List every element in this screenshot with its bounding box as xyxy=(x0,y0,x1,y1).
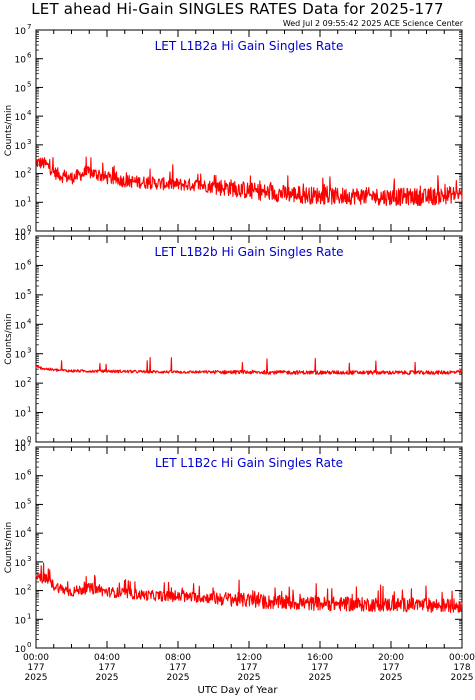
y-tick-exponent: 0 xyxy=(27,435,31,443)
x-tick-label: 12:00 xyxy=(236,653,262,663)
x-tick-label: 177 xyxy=(27,663,44,673)
x-tick-label: 2025 xyxy=(25,673,48,683)
y-tick-exponent: 0 xyxy=(27,641,31,649)
timestamp-label: Wed Jul 2 09:55:42 2025 ACE Science Cent… xyxy=(282,19,463,28)
x-tick-label: 177 xyxy=(169,663,186,673)
x-tick-label: 177 xyxy=(98,663,115,673)
y-tick-label: 10 xyxy=(15,559,27,569)
x-tick-label: 2025 xyxy=(238,673,261,683)
x-tick-label: 20:00 xyxy=(378,653,404,663)
y-tick-label: 10 xyxy=(15,56,27,66)
x-tick-label: 178 xyxy=(453,663,470,673)
y-tick-label: 10 xyxy=(15,444,27,454)
y-tick-exponent: 4 xyxy=(27,526,32,534)
panel-frame xyxy=(35,235,463,443)
y-tick-exponent: 5 xyxy=(27,80,31,88)
y-tick-exponent: 7 xyxy=(27,23,31,31)
data-series-line xyxy=(35,357,463,376)
x-tick-label: 177 xyxy=(240,663,257,673)
x-tick-label: 2025 xyxy=(380,673,403,683)
y-tick-label: 10 xyxy=(15,380,27,390)
x-tick-label: 08:00 xyxy=(165,653,191,663)
y-tick-exponent: 3 xyxy=(27,555,31,563)
y-tick-exponent: 2 xyxy=(27,584,31,592)
x-tick-label: 2025 xyxy=(96,673,119,683)
y-tick-label: 10 xyxy=(15,84,27,94)
x-tick-label: 2025 xyxy=(309,673,332,683)
y-tick-label: 10 xyxy=(15,321,27,331)
y-tick-label: 10 xyxy=(15,588,27,598)
y-tick-exponent: 1 xyxy=(27,195,31,203)
panel-title: LET L1B2a Hi Gain Singles Rate xyxy=(155,39,344,53)
y-tick-exponent: 1 xyxy=(27,406,31,414)
x-tick-label: 2025 xyxy=(451,673,474,683)
y-tick-exponent: 2 xyxy=(27,167,31,175)
y-tick-exponent: 4 xyxy=(27,109,32,117)
y-axis-label: Counts/min xyxy=(4,313,14,364)
y-tick-exponent: 5 xyxy=(27,497,31,505)
x-tick-label: 177 xyxy=(311,663,328,673)
y-tick-exponent: 3 xyxy=(27,138,31,146)
chart-title: LET ahead Hi-Gain SINGLES RATES Data for… xyxy=(31,0,444,18)
x-tick-label: 2025 xyxy=(167,673,190,683)
y-tick-label: 10 xyxy=(15,262,27,272)
y-tick-label: 10 xyxy=(15,113,27,123)
y-tick-label: 10 xyxy=(15,616,27,626)
y-tick-exponent: 0 xyxy=(27,224,31,232)
y-tick-exponent: 6 xyxy=(27,469,32,477)
data-series-line xyxy=(35,156,463,207)
x-tick-label: 00:00 xyxy=(449,653,475,663)
y-tick-label: 10 xyxy=(15,439,27,449)
y-tick-label: 10 xyxy=(15,199,27,209)
y-tick-exponent: 2 xyxy=(27,376,31,384)
y-tick-label: 10 xyxy=(15,27,27,37)
y-tick-label: 10 xyxy=(15,501,27,511)
panel-frame xyxy=(35,446,463,649)
y-tick-label: 10 xyxy=(15,351,27,361)
y-tick-exponent: 7 xyxy=(27,229,31,237)
y-tick-label: 10 xyxy=(15,473,27,483)
x-tick-label: 00:00 xyxy=(23,653,49,663)
y-axis-label: Counts/min xyxy=(4,522,14,573)
data-series-line xyxy=(35,562,463,614)
x-tick-label: 16:00 xyxy=(307,653,333,663)
y-tick-label: 10 xyxy=(15,645,27,655)
y-tick-label: 10 xyxy=(15,233,27,243)
x-tick-label: 04:00 xyxy=(94,653,120,663)
y-tick-exponent: 6 xyxy=(27,258,32,266)
y-tick-exponent: 5 xyxy=(27,288,31,296)
x-tick-label: 177 xyxy=(382,663,399,673)
y-axis-label: Counts/min xyxy=(4,105,14,156)
y-tick-exponent: 3 xyxy=(27,347,31,355)
panel-title: LET L1B2c Hi Gain Singles Rate xyxy=(155,456,343,470)
y-tick-label: 10 xyxy=(15,410,27,420)
y-tick-label: 10 xyxy=(15,530,27,540)
y-tick-label: 10 xyxy=(15,142,27,152)
x-axis-title: UTC Day of Year xyxy=(197,685,278,696)
y-tick-exponent: 7 xyxy=(27,440,31,448)
y-tick-exponent: 6 xyxy=(27,52,32,60)
y-tick-exponent: 1 xyxy=(27,612,31,620)
panel-title: LET L1B2b Hi Gain Singles Rate xyxy=(154,245,343,259)
y-tick-label: 10 xyxy=(15,228,27,238)
y-tick-label: 10 xyxy=(15,292,27,302)
y-tick-exponent: 4 xyxy=(27,317,32,325)
y-tick-label: 10 xyxy=(15,171,27,181)
